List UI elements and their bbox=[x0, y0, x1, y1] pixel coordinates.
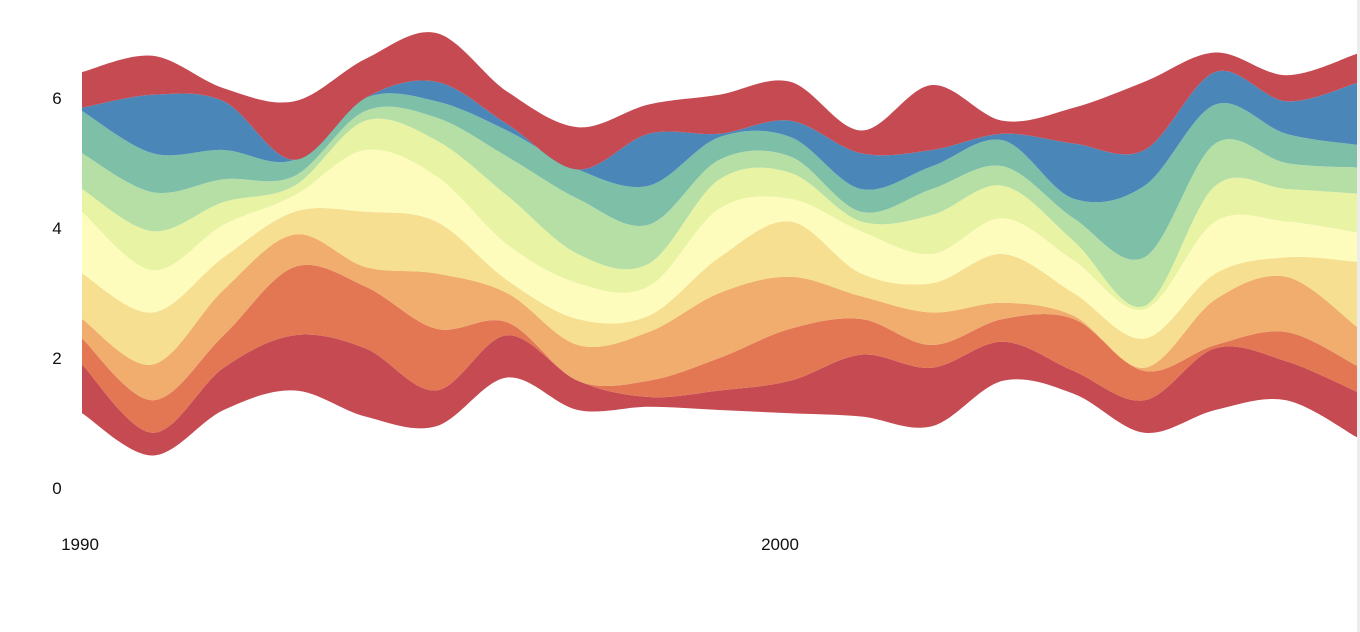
y-tick-label: 4 bbox=[52, 219, 61, 238]
page-edge-divider bbox=[1357, 0, 1360, 632]
stream-layer-5 bbox=[82, 149, 1357, 339]
stream-layer-3 bbox=[82, 234, 1357, 401]
y-tick-label: 0 bbox=[52, 479, 61, 498]
y-tick-label: 2 bbox=[52, 349, 61, 368]
y-tick-label: 6 bbox=[52, 89, 61, 108]
stream-layer-9 bbox=[82, 70, 1357, 203]
stream-layer-10 bbox=[82, 32, 1357, 170]
stream-layer-4 bbox=[82, 207, 1357, 368]
stream-layers bbox=[82, 32, 1357, 456]
x-tick-label: 2000 bbox=[761, 535, 799, 554]
stream-layer-8 bbox=[82, 93, 1357, 260]
y-axis: 0 2 4 6 bbox=[52, 89, 61, 498]
stream-layer-1 bbox=[82, 334, 1357, 456]
stream-layer-2 bbox=[82, 264, 1357, 433]
x-tick-label: 1990 bbox=[61, 535, 99, 554]
x-axis: 1990 2000 bbox=[61, 535, 799, 554]
